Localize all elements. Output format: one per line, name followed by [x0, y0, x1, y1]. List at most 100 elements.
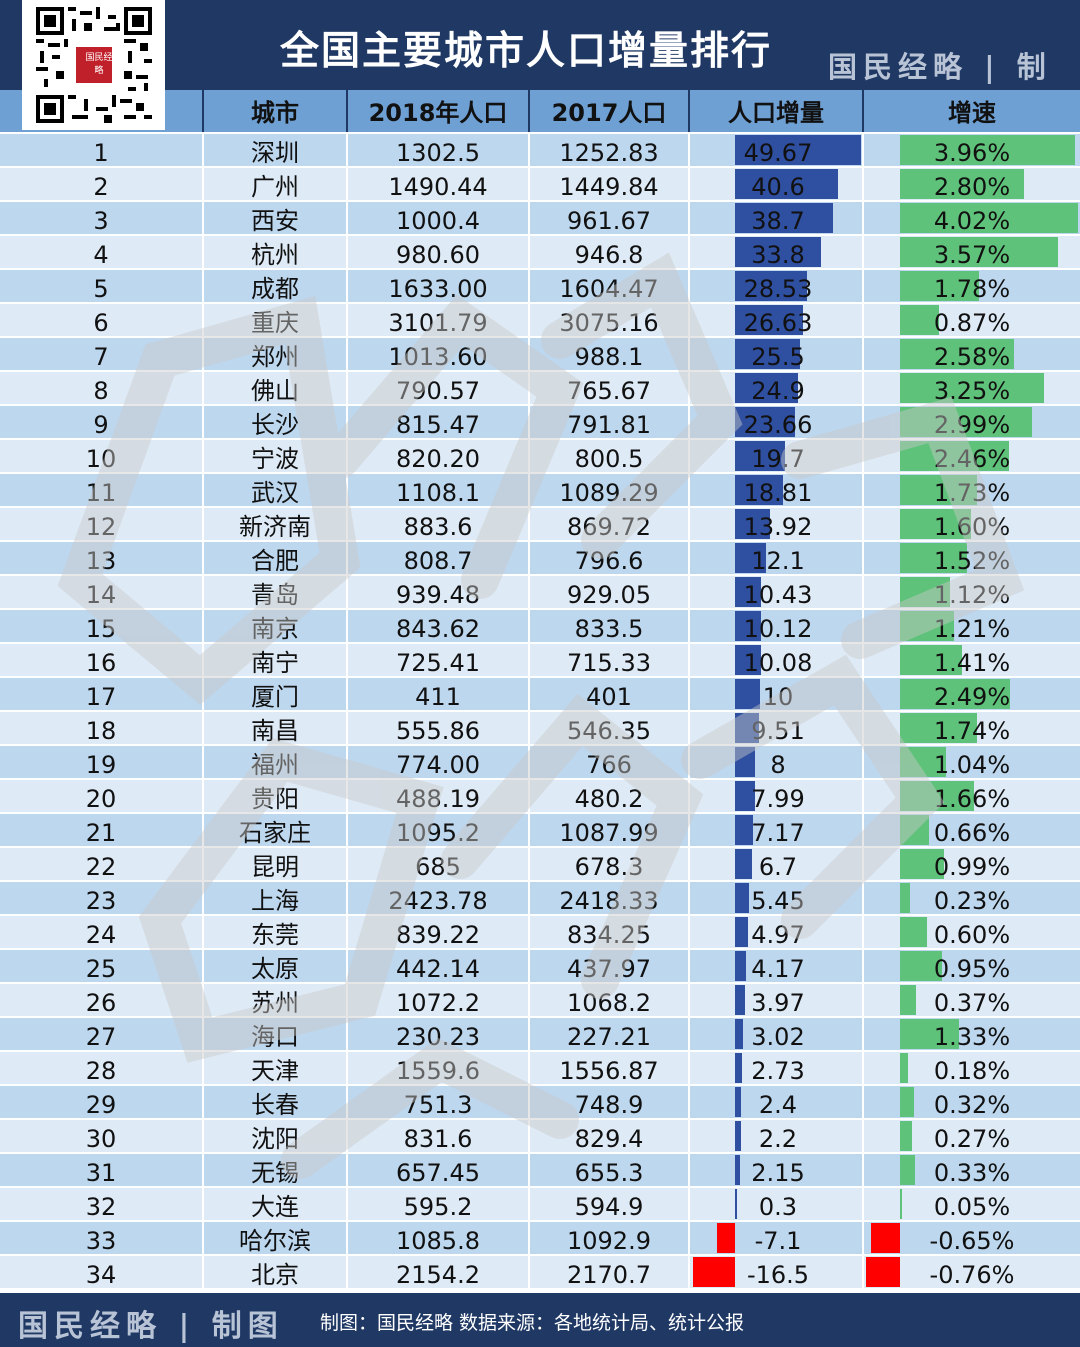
- header-divider: [528, 90, 530, 132]
- column-divider: [346, 1018, 348, 1050]
- column-divider: [862, 508, 864, 540]
- cell-pop2018: 411: [415, 683, 461, 711]
- cell-growth: 4.02%: [933, 207, 1011, 235]
- column-divider: [688, 950, 690, 982]
- column-divider: [202, 1086, 204, 1118]
- column-divider: [528, 984, 530, 1016]
- cell-city: 重庆: [251, 309, 299, 337]
- column-divider: [862, 984, 864, 1016]
- column-divider: [346, 270, 348, 302]
- increase-bar: [735, 509, 771, 539]
- cell-pop2017: 1449.84: [559, 173, 659, 201]
- cell-pop2017: 437.97: [567, 955, 651, 983]
- header-divider: [688, 90, 690, 132]
- column-divider: [688, 1018, 690, 1050]
- cell-rank: 34: [85, 1261, 117, 1289]
- column-divider: [862, 236, 864, 268]
- table-row: 28 天津 1559.6 1556.87 2.73 0.18%: [0, 1052, 1080, 1085]
- cell-growth: 1.41%: [933, 649, 1011, 677]
- column-divider: [202, 338, 204, 370]
- increase-bar: [735, 849, 752, 879]
- cell-pop2017: 1092.9: [567, 1227, 651, 1255]
- footer-brand: 国民经略 | 制图: [18, 1309, 284, 1344]
- column-divider: [528, 882, 530, 914]
- column-divider: [528, 848, 530, 880]
- cell-growth: 0.32%: [933, 1091, 1011, 1119]
- cell-city: 贵阳: [251, 785, 299, 813]
- column-divider: [862, 1120, 864, 1152]
- increase-bar: [735, 1053, 742, 1083]
- cell-pop2017: 833.5: [574, 615, 644, 643]
- table-row: 27 海口 230.23 227.21 3.02 1.33%: [0, 1018, 1080, 1051]
- growth-bar: [900, 611, 954, 641]
- cell-increase: 5.45: [751, 887, 805, 915]
- column-divider: [528, 644, 530, 676]
- column-header-growth: 增速: [948, 99, 996, 127]
- cell-pop2017: 946.8: [574, 241, 644, 269]
- cell-pop2018: 1559.6: [396, 1057, 480, 1085]
- column-divider: [862, 270, 864, 302]
- increase-bar: [735, 679, 761, 709]
- cell-pop2018: 2423.78: [388, 887, 488, 915]
- column-divider: [688, 610, 690, 642]
- column-divider: [202, 848, 204, 880]
- title-bar: 全国主要城市人口增量排行 国民经略 | 制图: [0, 0, 1080, 126]
- cell-rank: 20: [85, 785, 117, 813]
- cell-rank: 31: [85, 1159, 117, 1187]
- increase-bar: [735, 1121, 741, 1151]
- column-divider: [346, 746, 348, 778]
- increase-bar: [735, 747, 756, 777]
- column-divider: [202, 134, 204, 166]
- cell-growth: 0.05%: [933, 1193, 1011, 1221]
- column-divider: [862, 1154, 864, 1186]
- table-row: 31 无锡 657.45 655.3 2.15 0.33%: [0, 1154, 1080, 1187]
- cell-rank: 12: [85, 513, 117, 541]
- header-divider: [346, 90, 348, 132]
- increase-bar: [735, 883, 749, 913]
- increase-bar: [735, 441, 785, 471]
- cell-growth: 1.33%: [933, 1023, 1011, 1051]
- cell-city: 青岛: [251, 581, 299, 609]
- column-divider: [688, 644, 690, 676]
- cell-pop2018: 657.45: [396, 1159, 480, 1187]
- column-divider: [346, 814, 348, 846]
- column-divider: [346, 1256, 348, 1288]
- growth-bar: [900, 713, 978, 743]
- cell-city: 厦门: [251, 683, 299, 711]
- increase-bar: [735, 271, 808, 301]
- cell-pop2018: 595.2: [403, 1193, 473, 1221]
- cell-city: 武汉: [251, 479, 299, 507]
- column-divider: [688, 1188, 690, 1220]
- column-divider: [528, 508, 530, 540]
- increase-bar: [735, 339, 800, 369]
- cell-pop2018: 831.6: [403, 1125, 473, 1153]
- table-row: 8 佛山 790.57 765.67 24.9 3.25%: [0, 372, 1080, 405]
- column-divider: [528, 916, 530, 948]
- cell-pop2017: 765.67: [567, 377, 651, 405]
- table-row: 25 太原 442.14 437.97 4.17 0.95%: [0, 950, 1080, 983]
- column-divider: [862, 1018, 864, 1050]
- column-divider: [688, 1086, 690, 1118]
- cell-growth: 0.60%: [933, 921, 1011, 949]
- cell-rank: 27: [85, 1023, 117, 1051]
- cell-increase: -16.5: [746, 1261, 810, 1289]
- cell-pop2017: 1556.87: [559, 1057, 659, 1085]
- cell-growth: -0.65%: [929, 1227, 1015, 1255]
- cell-pop2018: 1108.1: [396, 479, 480, 507]
- column-divider: [528, 270, 530, 302]
- cell-city: 西安: [251, 207, 299, 235]
- column-divider: [528, 1256, 530, 1288]
- cell-city: 天津: [251, 1057, 299, 1085]
- qr-code[interactable]: 国民经略: [22, 0, 165, 130]
- column-divider: [202, 440, 204, 472]
- column-divider: [528, 542, 530, 574]
- growth-bar: [900, 1121, 912, 1151]
- increase-bar: [735, 475, 783, 505]
- cell-pop2017: 929.05: [567, 581, 651, 609]
- column-divider: [528, 338, 530, 370]
- cell-city: 无锡: [251, 1159, 299, 1187]
- column-divider: [528, 1052, 530, 1084]
- cell-city: 成都: [251, 275, 299, 303]
- column-divider: [346, 610, 348, 642]
- increase-bar: [735, 373, 799, 403]
